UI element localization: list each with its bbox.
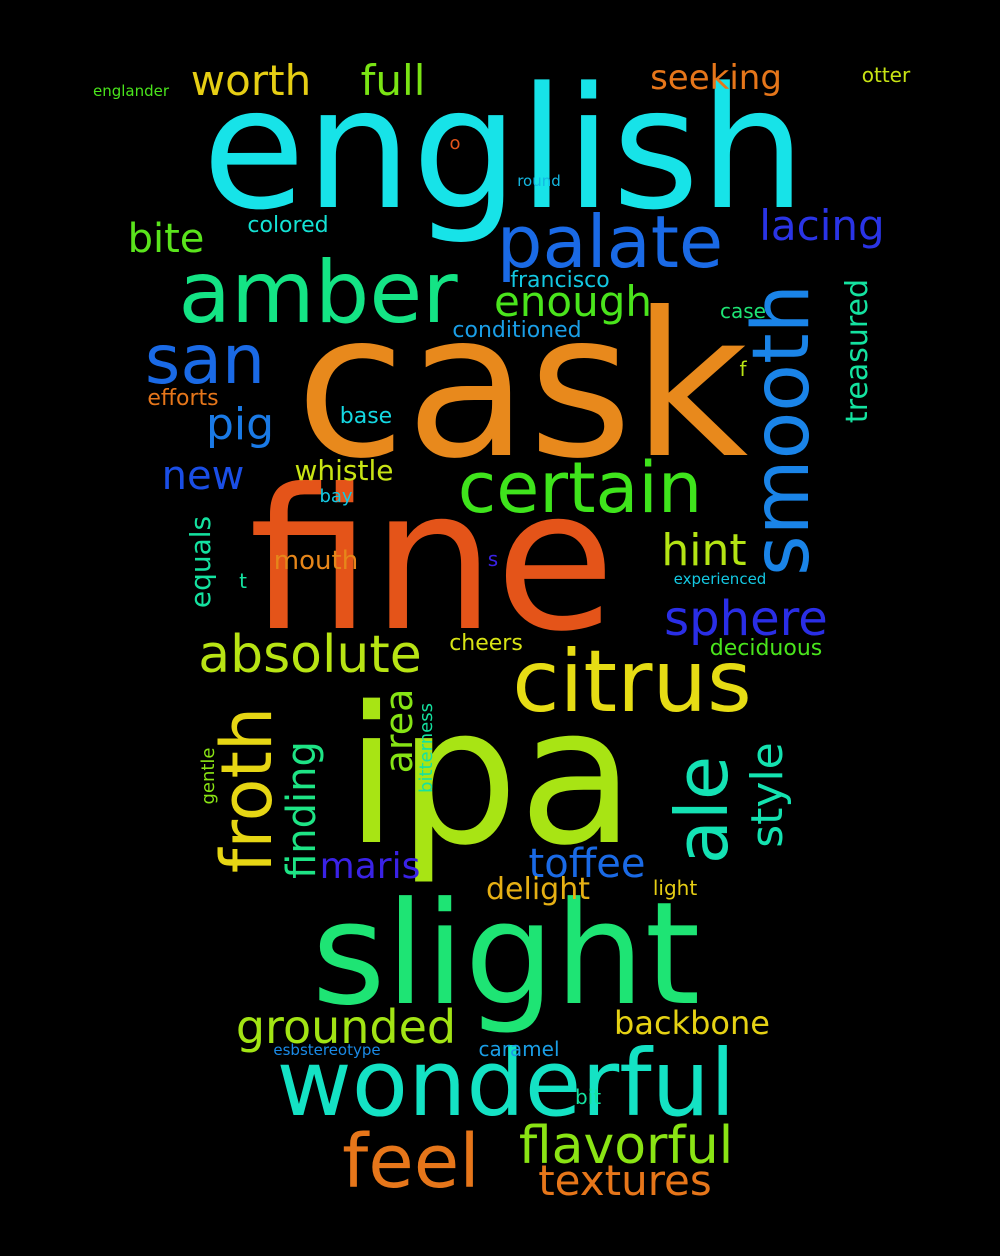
word-area: area bbox=[377, 689, 421, 774]
word-equals: equals bbox=[184, 516, 217, 608]
word-cheers: cheers bbox=[449, 631, 523, 656]
word-delight: delight bbox=[486, 872, 590, 907]
word-conditioned: conditioned bbox=[452, 318, 581, 343]
word-colored: colored bbox=[247, 213, 328, 238]
word-grounded: grounded bbox=[236, 1000, 456, 1054]
word-hint: hint bbox=[661, 525, 746, 576]
word-san: san bbox=[145, 321, 265, 400]
word-englander: englander bbox=[93, 82, 170, 100]
word-otter: otter bbox=[862, 63, 911, 87]
word-amber: amber bbox=[178, 243, 458, 343]
word-ipa: ipa bbox=[345, 666, 635, 887]
word-bay: bay bbox=[319, 486, 352, 507]
word-sphere: sphere bbox=[664, 591, 828, 647]
word-full: full bbox=[361, 56, 426, 105]
word-seeking: seeking bbox=[650, 58, 782, 98]
word-citrus: citrus bbox=[512, 632, 752, 732]
word-mouth: mouth bbox=[274, 546, 358, 576]
word-round: round bbox=[517, 172, 561, 190]
word-finding: finding bbox=[279, 741, 325, 879]
word-experienced: experienced bbox=[674, 570, 767, 588]
word-light: light bbox=[653, 876, 697, 900]
word-lacing: lacing bbox=[759, 201, 884, 250]
word-gentle: gentle bbox=[198, 747, 219, 804]
word-cask: cask bbox=[296, 270, 749, 503]
word-new: new bbox=[162, 453, 245, 499]
word-palate: palate bbox=[497, 200, 723, 284]
word-whistle: whistle bbox=[295, 454, 394, 487]
word-bit: bit bbox=[575, 1085, 601, 1109]
word-bitterness: bitterness bbox=[416, 703, 437, 793]
word-francisco: francisco bbox=[510, 268, 609, 293]
word-f: f bbox=[739, 357, 747, 381]
word-certain: certain bbox=[458, 447, 703, 529]
word-maris: maris bbox=[320, 846, 421, 887]
word-t: t bbox=[239, 569, 247, 593]
word-feel: feel bbox=[342, 1119, 480, 1205]
word-backbone: backbone bbox=[614, 1004, 770, 1042]
word-pig: pig bbox=[206, 399, 274, 450]
word-toffee: toffee bbox=[529, 841, 646, 887]
word-base: base bbox=[340, 404, 392, 429]
word-style: style bbox=[742, 742, 793, 848]
word-o: o bbox=[449, 133, 460, 154]
word-fine: fine bbox=[249, 447, 615, 674]
word-caramel: caramel bbox=[478, 1037, 559, 1061]
word-flavorful: flavorful bbox=[519, 1116, 733, 1176]
word-bite: bite bbox=[128, 216, 205, 262]
word-smooth: smooth bbox=[737, 284, 827, 576]
word-worth: worth bbox=[191, 56, 311, 105]
word-ale: ale bbox=[660, 756, 744, 864]
word-enough: enough bbox=[494, 277, 652, 326]
word-absolute: absolute bbox=[198, 625, 422, 685]
word-case: case bbox=[720, 299, 766, 323]
word-english: english bbox=[202, 51, 806, 247]
word-treasured: treasured bbox=[840, 279, 875, 423]
word-deciduous: deciduous bbox=[710, 636, 822, 661]
word-froth: froth bbox=[206, 707, 288, 874]
word-textures: textures bbox=[538, 1156, 712, 1205]
word-wonderful: wonderful bbox=[277, 1030, 736, 1137]
word-efforts: efforts bbox=[147, 386, 218, 411]
word-esbstereotype: esbstereotype bbox=[273, 1041, 380, 1059]
word-s: s bbox=[488, 547, 498, 571]
word-slight: slight bbox=[312, 872, 701, 1037]
